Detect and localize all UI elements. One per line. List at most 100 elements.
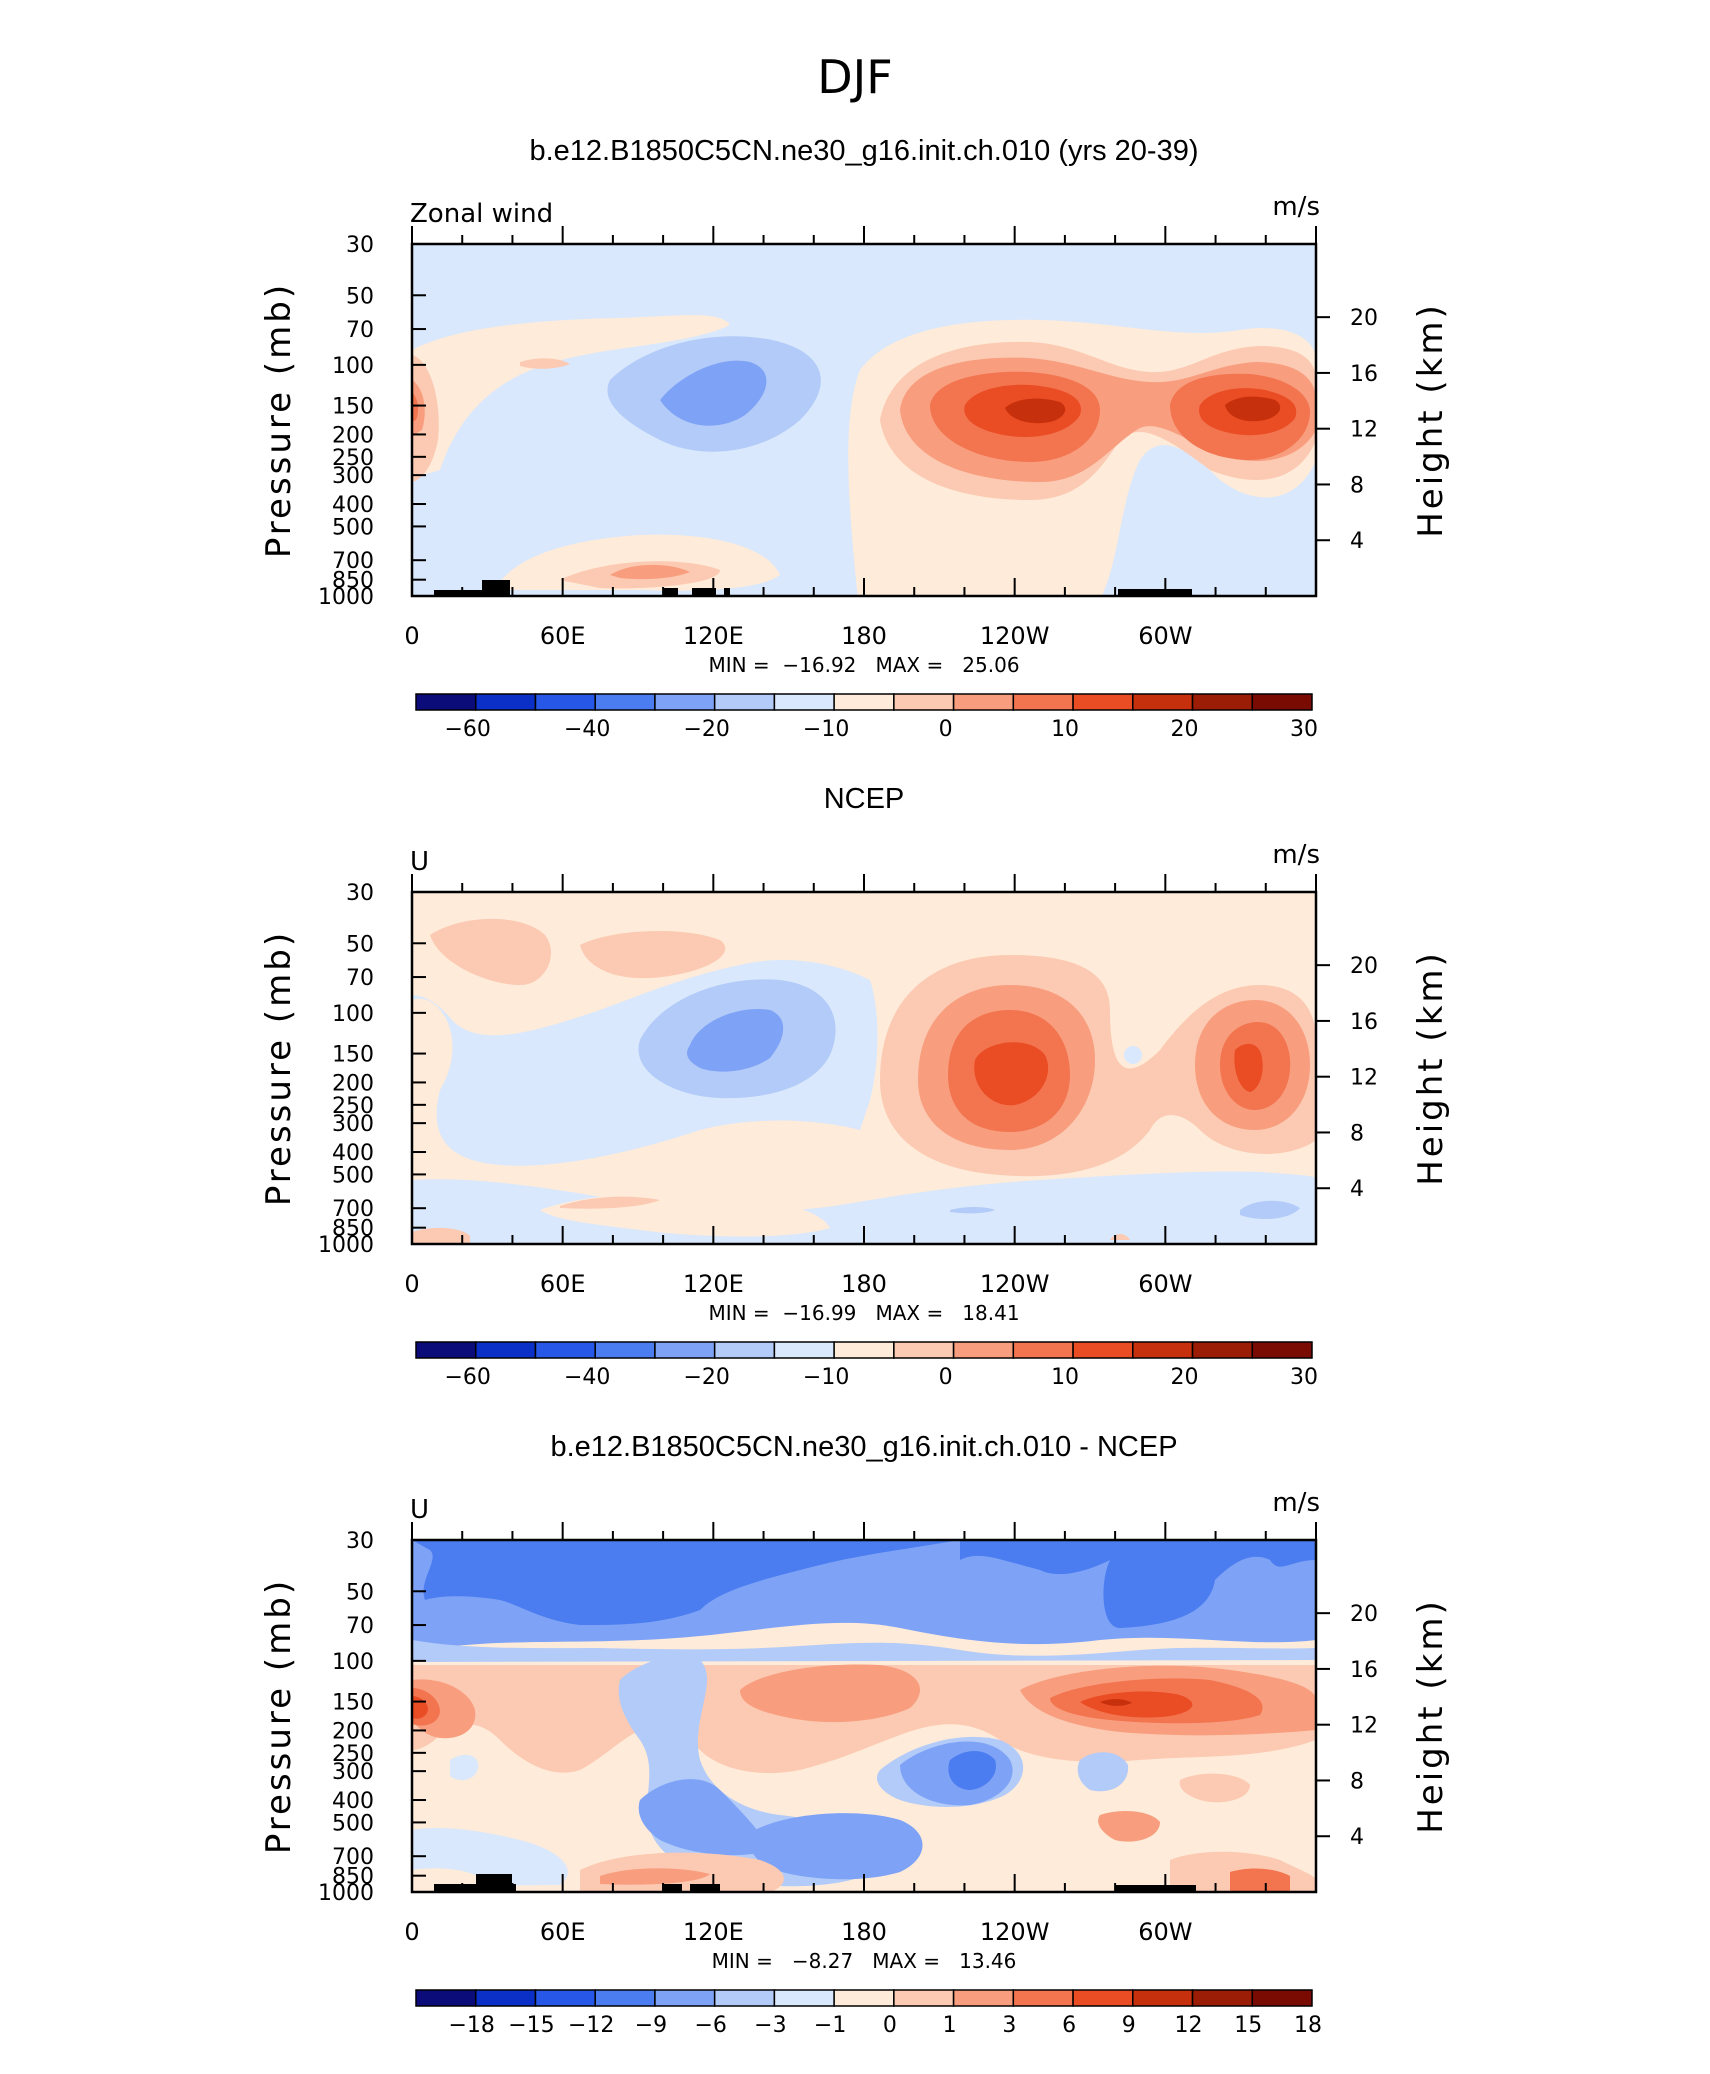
pressure-tick-label: 150 (332, 395, 374, 420)
lon-tick-label: 60E (540, 1270, 586, 1298)
colorbar-label: −20 (683, 1365, 729, 1390)
colorbar-swatch (594, 1989, 656, 2007)
lon-tick-label: 120E (683, 622, 744, 650)
panel-3-lon-ticks: 0 60E 120E 180 120W 60W (404, 1522, 1317, 1946)
colorbar-label: 0 (939, 1365, 953, 1390)
colorbar-swatch (654, 693, 716, 711)
pressure-tick-label: 400 (332, 1141, 374, 1166)
colorbar-label: −18 (449, 2013, 495, 2038)
pressure-tick-label: 1000 (318, 585, 374, 610)
colorbar-label: −10 (803, 717, 849, 742)
colorbar-swatch (893, 1989, 955, 2007)
colorbar-label: −15 (508, 2013, 554, 2038)
pressure-tick-label: 70 (346, 966, 374, 991)
lon-tick-label: 60E (540, 622, 586, 650)
lon-tick-label: 0 (404, 1918, 419, 1946)
colorbar-swatch (1251, 1341, 1313, 1359)
colorbar-label: 20 (1171, 717, 1199, 742)
lon-tick-label: 180 (841, 1918, 887, 1946)
colorbar-label: −10 (803, 1365, 849, 1390)
colorbar-swatch (474, 1341, 537, 1359)
pressure-tick-label: 250 (332, 1742, 374, 1767)
panel-1-axes: 0 60E 120E 180 120W 60W 30 50 70 100 150 200250300… (259, 226, 1451, 677)
panel-3-height-ticks: 20 16 12 8 4 (1316, 1602, 1378, 1850)
colorbar-swatch (1191, 1989, 1254, 2007)
pressure-tick-label: 500 (332, 1163, 374, 1188)
pressure-tick-label: 850 (332, 1217, 374, 1242)
pressure-tick-label: 200 (332, 423, 374, 448)
height-tick-label: 8 (1350, 1769, 1364, 1794)
pressure-tick-label: 700 (332, 1845, 374, 1870)
colorbar-label: 20 (1171, 1365, 1199, 1390)
pressure-tick-label: 30 (346, 233, 374, 258)
colorbar-swatch (893, 693, 955, 711)
panel-2-height-ticks: 20 16 12 8 4 (1316, 954, 1378, 1202)
colorbar-swatch (654, 1989, 716, 2007)
colorbar-label: 3 (1002, 2013, 1016, 2038)
colorbar-swatch (415, 1989, 477, 2007)
pressure-tick-label: 100 (332, 1002, 374, 1027)
height-tick-label: 8 (1350, 473, 1364, 498)
pressure-tick-label: 150 (332, 1043, 374, 1068)
panel-3-variable-label: U (410, 1495, 429, 1525)
colorbar-swatch (833, 693, 895, 711)
colorbar-label: 10 (1051, 1365, 1079, 1390)
colorbar-swatch (893, 1341, 955, 1359)
pressure-tick-label: 300 (332, 1112, 374, 1137)
colorbar-swatch (713, 1341, 776, 1359)
figure-title: DJF (817, 50, 892, 104)
lon-tick-label: 0 (404, 1270, 419, 1298)
panel-3-stats: MIN = −8.27 MAX = 13.46 (712, 1949, 1017, 1973)
colorbar-swatch (1191, 1341, 1254, 1359)
panel-1-units: m/s (1272, 192, 1320, 222)
panel-3: b.e12.B1850C5CN.ne30_g16.init.ch.010 - N… (259, 1431, 1451, 2038)
height-tick-label: 12 (1350, 1714, 1378, 1739)
colorbar-swatch (534, 1989, 596, 2007)
colorbar-swatch (1132, 693, 1194, 711)
panel-1-colorbar: −60 −40 −20 −10 0 10 20 30 (415, 693, 1318, 742)
panel-3-height-axis-label: Height (km) (1411, 1598, 1451, 1834)
colorbar-swatch (773, 693, 835, 711)
height-tick-label: 12 (1350, 418, 1378, 443)
colorbar-label: −12 (568, 2013, 614, 2038)
pressure-tick-label: 300 (332, 464, 374, 489)
pressure-tick-label: 30 (346, 1529, 374, 1554)
colorbar-swatch (415, 1341, 477, 1359)
height-tick-label: 20 (1350, 954, 1378, 979)
pressure-tick-label: 50 (346, 932, 374, 957)
colorbar-swatch (952, 693, 1015, 711)
pressure-tick-label: 200 (332, 1719, 374, 1744)
pressure-tick-label: 100 (332, 1650, 374, 1675)
panel-2-pressure-axis-label: Pressure (mb) (259, 930, 299, 1206)
lon-tick-label: 0 (404, 622, 419, 650)
panel-3-title: b.e12.B1850C5CN.ne30_g16.init.ch.010 - N… (550, 1431, 1177, 1463)
colorbar-swatch (1072, 1989, 1134, 2007)
lon-tick-label: 120W (980, 1918, 1050, 1946)
panel-2-units: m/s (1272, 840, 1320, 870)
height-tick-label: 4 (1350, 529, 1364, 554)
panel-1-pressure-axis-label: Pressure (mb) (259, 282, 299, 558)
height-tick-label: 20 (1350, 306, 1378, 331)
colorbar-swatch (952, 1341, 1015, 1359)
colorbar-label: −20 (683, 717, 729, 742)
height-tick-label: 8 (1350, 1121, 1364, 1146)
panel-2-title: NCEP (824, 783, 905, 815)
pressure-tick-label: 30 (346, 881, 374, 906)
pressure-tick-label: 300 (332, 1760, 374, 1785)
panel-3-units: m/s (1272, 1488, 1320, 1518)
colorbar-swatch (1132, 1989, 1194, 2007)
colorbar-swatch (1251, 693, 1313, 711)
colorbar-label: −40 (564, 1365, 610, 1390)
colorbar-swatch (773, 1341, 835, 1359)
pressure-tick-label: 500 (332, 1811, 374, 1836)
lon-tick-label: 60W (1138, 1270, 1192, 1298)
pressure-tick-label: 1000 (318, 1233, 374, 1258)
colorbar-label: −9 (635, 2013, 667, 2038)
colorbar-label: −40 (564, 717, 610, 742)
colorbar-label: 30 (1290, 1365, 1318, 1390)
panel-1-variable-label: Zonal wind (410, 199, 553, 229)
panel-1-contour-field (412, 244, 1316, 596)
panel-3-axes: 0 60E 120E 180 120W 60W 30 50 70 100 150 200250300… (259, 1522, 1451, 1973)
lon-tick-label: 120W (980, 622, 1050, 650)
colorbar-label: −6 (694, 2013, 726, 2038)
